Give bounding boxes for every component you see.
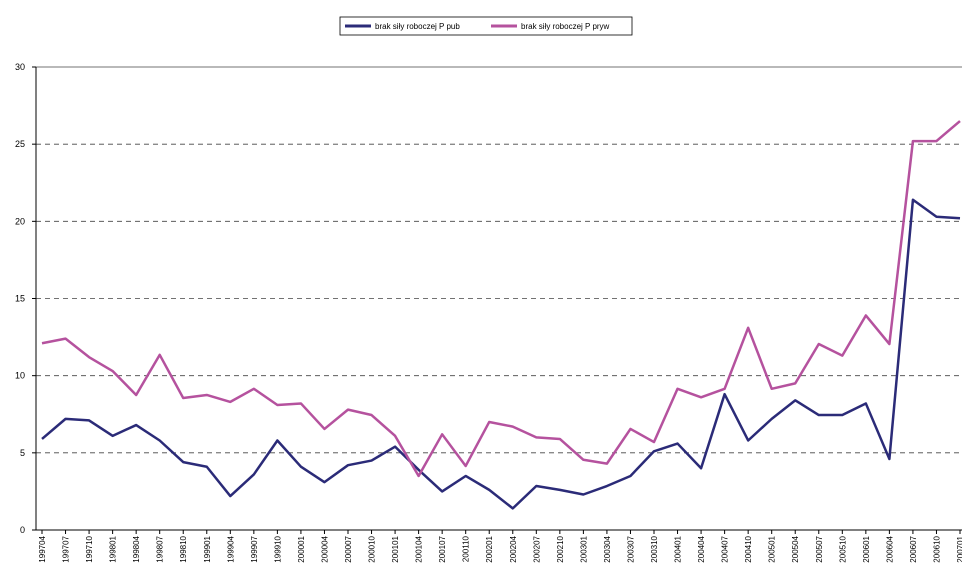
x-tick-label: 200410 (744, 535, 753, 562)
y-tick-label: 10 (15, 371, 25, 381)
x-tick-label: 200507 (815, 535, 824, 562)
x-tick-label: 199707 (62, 535, 71, 562)
y-tick-label: 0 (20, 525, 25, 535)
x-tick-label: 200301 (579, 535, 588, 562)
x-tick-label: 200304 (603, 535, 612, 562)
x-tick-label: 200701 (956, 535, 962, 562)
x-tick-label: 200501 (768, 535, 777, 562)
x-tick-label: 199907 (250, 535, 259, 562)
series-line (41, 120, 961, 478)
x-tick-label: 200401 (674, 535, 683, 562)
y-tick-label: 25 (15, 139, 25, 149)
x-tick-label: 199901 (203, 535, 212, 562)
x-tick-label: 199810 (179, 535, 188, 562)
x-tick-label: 200310 (650, 535, 659, 562)
x-tick-label: 200207 (532, 535, 541, 562)
y-tick-label: 5 (20, 448, 25, 458)
x-tick-label: 200010 (368, 535, 377, 562)
x-tick-label: 199704 (38, 535, 47, 562)
y-tick-label: 30 (15, 62, 25, 72)
series-line (41, 198, 961, 510)
x-tick-label: 200604 (885, 535, 894, 562)
x-tick-label: 200510 (838, 535, 847, 562)
x-tick-label: 200110 (462, 535, 471, 562)
x-tick-label: 200210 (556, 535, 565, 562)
x-tick-label: 199804 (132, 535, 141, 562)
x-tick-label: 200007 (344, 535, 353, 562)
x-tick-label: 200107 (438, 535, 447, 562)
legend-label: brak siły roboczej P pub (375, 22, 460, 31)
y-tick-label: 20 (15, 216, 25, 226)
x-tick-label: 200504 (791, 535, 800, 562)
x-tick-label: 199904 (226, 535, 235, 562)
x-tick-label: 200307 (626, 535, 635, 562)
x-tick-label: 199801 (109, 535, 118, 562)
x-tick-label: 200004 (320, 535, 329, 562)
x-tick-label: 200101 (391, 535, 400, 562)
x-tick-label: 200601 (862, 535, 871, 562)
x-tick-label: 200404 (697, 535, 706, 562)
y-tick-label: 15 (15, 294, 25, 304)
x-tick-label: 199910 (273, 535, 282, 562)
x-tick-label: 200104 (415, 535, 424, 562)
x-tick-label: 199710 (85, 535, 94, 562)
legend-box (339, 16, 633, 36)
x-tick-label: 200407 (721, 535, 730, 562)
x-tick-label: 200201 (485, 535, 494, 562)
x-tick-label: 199807 (156, 535, 165, 562)
x-tick-label: 200204 (509, 535, 518, 562)
legend-label: brak siły roboczej P pryw (521, 22, 610, 31)
x-tick-label: 200607 (909, 535, 918, 562)
x-tick-label: 200610 (932, 535, 941, 562)
x-tick-label: 200001 (297, 535, 306, 562)
